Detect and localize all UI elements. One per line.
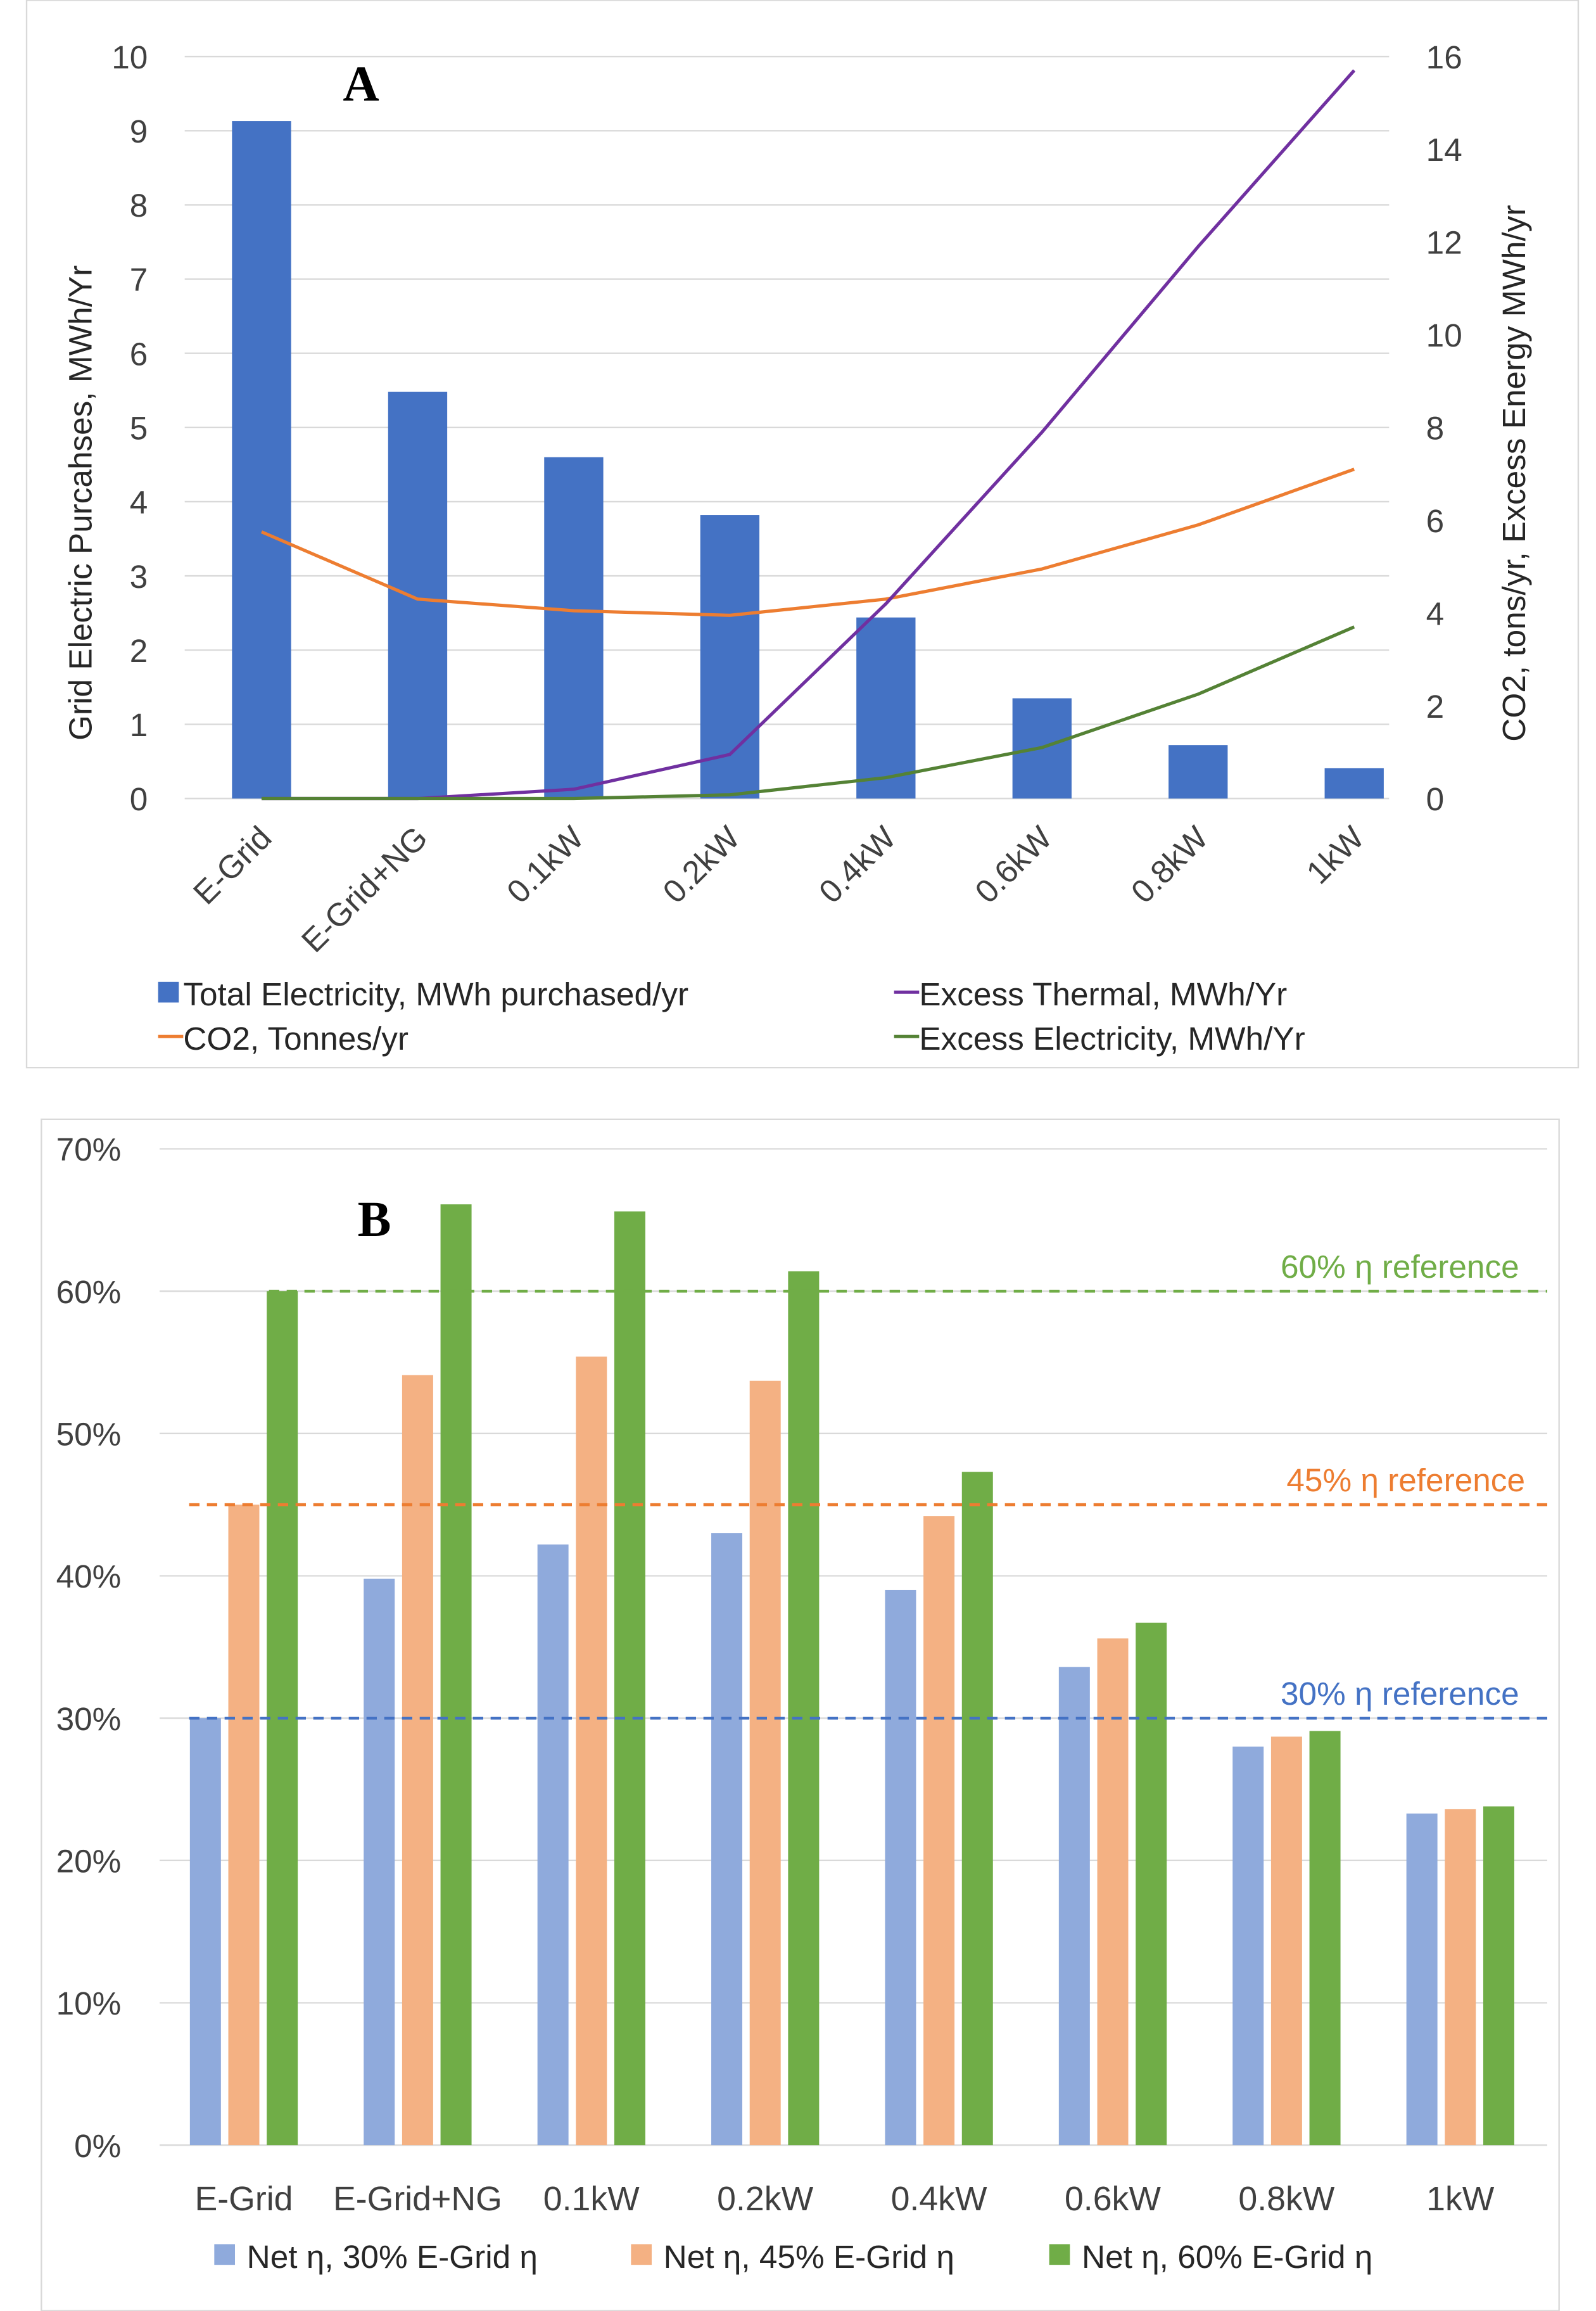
x-tick-label: 0.4kW <box>891 2180 987 2218</box>
bar-0-2kw <box>700 515 760 799</box>
y-tick-label: 4 <box>130 485 148 521</box>
bar-series2-0-6kw <box>1097 1638 1129 2146</box>
x-tick-label: E-Grid <box>194 2180 293 2218</box>
y2-tick-label: 10 <box>1426 317 1462 353</box>
legend-swatch <box>214 2244 235 2265</box>
y-tick-label: 7 <box>130 262 148 298</box>
y-tick-label: 2 <box>130 633 148 669</box>
y-tick-label: 1 <box>130 707 148 743</box>
bar-series3-0-4kw <box>961 1472 993 2146</box>
x-tick-label: 0.8kW <box>1238 2180 1334 2218</box>
y-tick-label: 20% <box>56 1843 122 1880</box>
bar-series1-0-8kw <box>1232 1747 1264 2146</box>
bar-1kw <box>1324 768 1384 799</box>
y-tick-label: 0% <box>74 2128 121 2164</box>
y-tick-label: 3 <box>130 559 148 595</box>
bar-series2-0-8kw <box>1270 1736 1302 2146</box>
bar-series2-0-4kw <box>923 1516 955 2146</box>
y-tick-label: 8 <box>130 188 148 224</box>
y-tick-label: 0 <box>130 781 148 817</box>
bar-series2-e-grid-ng <box>402 1375 433 2146</box>
chart-b: B 0% 10% 20% 30% 40% 50% 60% 70% 60% η reference… <box>41 1118 1560 2311</box>
legend-label: Excess Electricity, MWh/Yr <box>919 1021 1305 1057</box>
bar-0-4kw <box>856 617 916 799</box>
bar-series3-e-grid-ng <box>440 1204 472 2146</box>
x-tick-label: 0.1kW <box>543 2180 640 2218</box>
bar-series2-1kw <box>1445 1809 1476 2146</box>
bar-series1-0-4kw <box>885 1589 916 2146</box>
reference-label-60: 60% η reference <box>1281 1249 1519 1285</box>
y-tick-label: 30% <box>56 1701 122 1737</box>
y2-tick-label: 8 <box>1426 411 1445 447</box>
bar-series3-1kw <box>1483 1806 1514 2146</box>
chart-a-panel-label: A <box>343 56 379 112</box>
x-tick-label: 0.2kW <box>717 2180 813 2218</box>
y-tick-label: 40% <box>56 1558 122 1595</box>
bar-0-8kw <box>1168 745 1228 799</box>
y-tick-label: 50% <box>56 1417 122 1453</box>
x-tick-label: 0.6kW <box>1065 2180 1161 2218</box>
y-tick-label: 9 <box>130 113 148 150</box>
y2-tick-label: 2 <box>1426 689 1445 725</box>
chart-a: A Grid Electric Purcahses, MWh/Yr CO2, t… <box>25 0 1580 1069</box>
y2-tick-label: 16 <box>1426 39 1462 75</box>
chart-a-y-axis-title: Grid Electric Purcahses, MWh/Yr <box>63 265 99 741</box>
bar-series3-0-1kw <box>614 1211 645 2146</box>
y2-tick-label: 0 <box>1426 781 1445 817</box>
bar-series1-e-grid <box>189 1718 221 2146</box>
y-tick-label: 10% <box>56 1985 122 2021</box>
legend-label: Net η, 45% E-Grid η <box>664 2239 954 2275</box>
legend-label: Net η, 30% E-Grid η <box>247 2239 538 2275</box>
bar-e-grid <box>232 121 291 799</box>
y-tick-label: 5 <box>130 411 148 447</box>
y-tick-label: 6 <box>130 336 148 372</box>
legend-label: Net η, 60% E-Grid η <box>1082 2239 1372 2275</box>
line-co2 <box>260 468 1355 617</box>
line-excess-electricity <box>262 625 1355 801</box>
y-tick-label: 60% <box>56 1274 122 1310</box>
y2-tick-label: 12 <box>1426 225 1462 261</box>
reference-label-45: 45% η reference <box>1286 1462 1525 1498</box>
y2-tick-label: 6 <box>1426 503 1445 539</box>
legend-swatch <box>1049 2244 1070 2265</box>
x-tick-label: 1kW <box>1426 2180 1495 2218</box>
bar-series3-0-6kw <box>1136 1622 1167 2146</box>
reference-label-30: 30% η reference <box>1281 1676 1519 1712</box>
bar-series3-0-2kw <box>788 1271 820 2146</box>
bar-series1-e-grid-ng <box>364 1578 395 2146</box>
legend-label: Total Electricity, MWh purchased/yr <box>183 976 688 1012</box>
chart-b-panel-label: B <box>358 1192 391 1247</box>
bar-series2-0-2kw <box>749 1380 781 2146</box>
y-tick-label: 10 <box>111 39 148 75</box>
bar-series1-1kw <box>1406 1813 1438 2146</box>
bar-series3-0-8kw <box>1309 1731 1341 2146</box>
legend-swatch <box>158 981 179 1003</box>
y2-tick-label: 14 <box>1426 132 1462 168</box>
legend-swatch <box>631 2244 652 2265</box>
legend-label: CO2, Tonnes/yr <box>183 1021 408 1057</box>
bar-series2-e-grid <box>228 1505 260 2146</box>
bar-e-grid-ng <box>388 392 448 799</box>
bar-series1-0-2kw <box>711 1533 743 2146</box>
x-tick-label: E-Grid+NG <box>333 2180 502 2218</box>
bar-0-1kw <box>544 457 604 799</box>
y-tick-label: 70% <box>56 1131 122 1168</box>
bar-series1-0-1kw <box>537 1544 569 2146</box>
bar-series1-0-6kw <box>1058 1667 1090 2146</box>
legend-label: Excess Thermal, MWh/Yr <box>919 976 1287 1012</box>
bar-series2-0-1kw <box>576 1356 607 2146</box>
chart-a-y2-axis-title: CO2, tons/yr, Excess Energy MWh/yr <box>1496 205 1532 742</box>
y2-tick-label: 4 <box>1426 595 1445 632</box>
